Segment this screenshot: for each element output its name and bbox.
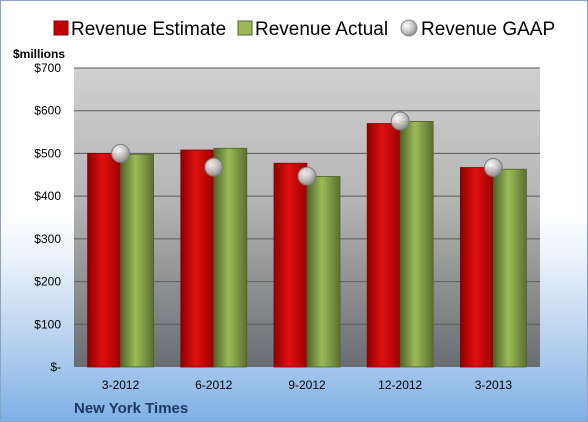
y-tick-label: $200 [34, 275, 61, 289]
legend-gaap-label: Revenue GAAP [421, 19, 555, 40]
x-tick-label: 12-2012 [378, 378, 422, 392]
y-axis-unit-label: $millions [13, 47, 65, 61]
y-tick-label: $700 [34, 61, 61, 75]
legend: Revenue Estimate Revenue Actual Revenue … [53, 19, 555, 40]
marker-revenue-gaap [390, 111, 410, 131]
y-tick-label: $- [50, 360, 61, 374]
marker-revenue-gaap [111, 143, 131, 163]
x-tick-label: 3-2013 [475, 378, 513, 392]
legend-actual-label: Revenue Actual [255, 19, 388, 40]
legend-item-gaap: Revenue GAAP [400, 19, 555, 40]
gaap-markers [111, 111, 503, 186]
y-tick-label: $500 [34, 146, 61, 160]
x-tick-label: 6-2012 [195, 378, 233, 392]
bar-revenue-estimate [87, 153, 121, 368]
legend-item-estimate: Revenue Estimate [53, 19, 226, 40]
legend-actual-swatch [237, 20, 253, 36]
y-tick-label: $100 [34, 317, 61, 331]
legend-gaap-marker [400, 19, 418, 37]
bar-revenue-actual [213, 147, 248, 368]
marker-revenue-gaap [483, 158, 503, 178]
y-tick-label: $600 [34, 104, 61, 118]
bar-revenue-estimate [180, 149, 215, 368]
y-tick-label: $300 [34, 232, 61, 246]
x-axis-ticks: 3-2012 6-2012 9-2012 12-2012 3-2013 [102, 378, 512, 392]
bar-revenue-actual [492, 168, 527, 368]
legend-item-actual: Revenue Actual [237, 19, 388, 40]
x-tick-label: 3-2012 [102, 378, 140, 392]
legend-estimate-swatch [53, 20, 69, 36]
bar-revenue-estimate [273, 162, 308, 368]
bar-revenue-actual [120, 153, 154, 368]
bar-revenue-estimate [366, 123, 401, 368]
y-axis-ticks: $- $100 $200 $300 $400 $500 $600 $700 [34, 61, 61, 374]
y-tick-label: $400 [34, 189, 61, 203]
x-tick-label: 9-2012 [288, 378, 326, 392]
marker-revenue-gaap [204, 157, 224, 177]
bar-revenue-actual [306, 176, 341, 368]
bars [87, 120, 527, 368]
bar-revenue-actual [399, 120, 434, 368]
bar-revenue-estimate [459, 167, 494, 368]
legend-estimate-label: Revenue Estimate [71, 19, 226, 40]
marker-revenue-gaap [297, 166, 317, 186]
company-name: New York Times [74, 400, 188, 417]
